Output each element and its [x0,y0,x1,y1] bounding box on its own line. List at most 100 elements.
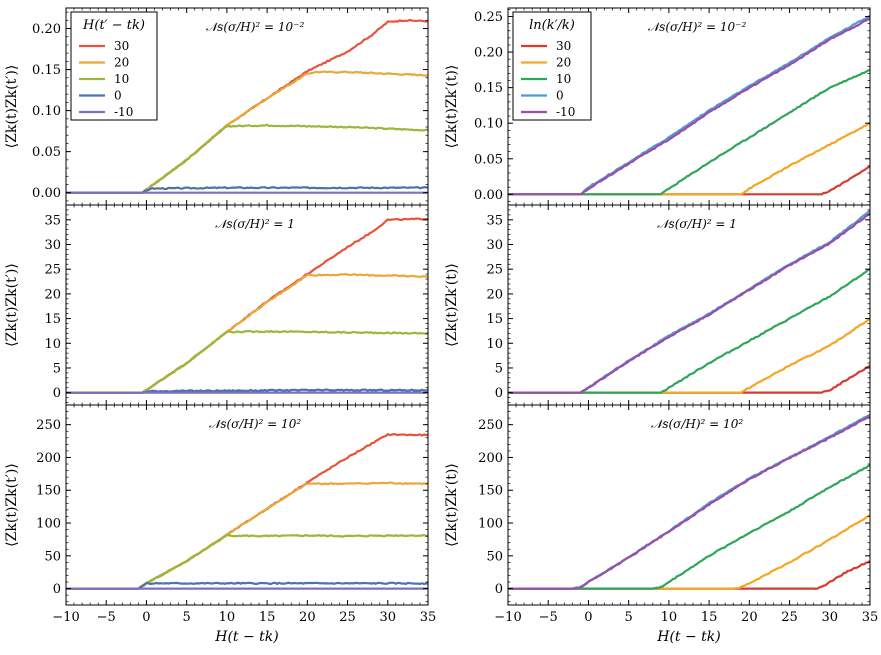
x-tick-label: 30 [822,610,839,625]
y-tick-label: 25 [486,263,503,278]
x-tick-label: 0 [142,610,150,625]
plot-frame [65,404,429,606]
panel-annotation: 𝒩s(σ/H)² = 10⁻² [206,20,305,34]
x-tick-label: −5 [539,610,558,625]
legend-label-10: 10 [556,72,571,86]
y-tick-label: 15 [44,312,61,327]
y-tick-label: 5 [53,361,61,376]
y-tick-label: 50 [44,549,61,564]
legend-label--10: -10 [556,105,575,119]
y-axis-label: ⟨Zk(t)Zk(t′)⟩ [4,65,20,149]
subplot-1-2: 0 50 100 150 200 250 −10 −5 0 5 10 15 20 25 30 35 H(t − … [444,404,879,645]
subplot-0-2: 0 50 100 150 200 250 −10 −5 0 5 10 15 20 25 30 35 H(t − … [4,404,436,645]
subplot-1-0: 0.00 0.05 0.10 0.15 0.20 0.25 ⟨Zk(t)Zk′(t)⟩ 𝒩s(… [444,7,871,206]
y-tick-label: 0 [495,386,503,401]
y-axis-label: ⟨Zk(t)Zk′(t)⟩ [444,65,460,149]
series-line-10 [508,268,870,394]
x-tick-label: 35 [862,610,879,625]
y-tick-label: 30 [44,238,61,253]
series-line--10 [508,212,870,394]
y-tick-label: 10 [486,337,503,352]
y-tick-label: 35 [486,213,503,228]
y-tick-label: 10 [44,337,61,352]
y-tick-label: 250 [36,418,61,433]
series-group [508,210,870,394]
x-tick-label: −10 [494,610,521,625]
series-line-20 [508,317,870,394]
y-tick-label: 20 [44,287,61,302]
series-line-10 [66,329,428,394]
panel-annotation: 𝒩s(σ/H)² = 10² [651,417,743,431]
panel-annotation: 𝒩s(σ/H)² = 10⁻² [648,20,747,34]
x-tick-label: 5 [625,610,633,625]
series-line-30 [508,364,870,394]
legend: ln(k′/k) 30 20 10 0 -10 [512,11,592,121]
y-tick-label: 150 [478,484,503,499]
legend-label-20: 20 [556,56,571,70]
y-axis-label: ⟨Zk(t)Zk′(t)⟩ [444,263,460,347]
y-tick-label: 0.20 [474,46,503,61]
series-line-20 [508,122,870,196]
y-tick-label: 0.15 [32,63,61,78]
y-tick-label: 0.00 [32,186,61,201]
subplot-0-1: 0 5 10 15 20 25 30 35 ⟨Zk(t)Zk(t′)⟩ 𝒩s(σ/H)² = 1 [4,204,429,406]
x-tick-label: 15 [259,610,276,625]
series-group [66,217,428,394]
legend-title: ln(k′/k) [529,18,575,33]
series-group [508,14,870,196]
y-tick-label: 20 [486,287,503,302]
y-tick-label: 100 [478,517,503,532]
series-line--10 [508,415,870,590]
y-tick-label: 0.10 [32,104,61,119]
x-tick-label: 10 [219,610,236,625]
legend-label-30: 30 [556,39,571,53]
y-tick-label: 0.10 [474,117,503,132]
x-tick-label: 0 [584,610,592,625]
y-tick-label: 30 [486,238,503,253]
x-tick-label: 5 [183,610,191,625]
panel-annotation: 𝒩s(σ/H)² = 1 [657,217,737,231]
y-tick-label: 50 [486,549,503,564]
x-tick-label: 25 [781,610,798,625]
y-axis-label: ⟨Zk(t)Zk′(t)⟩ [444,463,460,547]
y-tick-label: 5 [495,361,503,376]
y-axis-label: ⟨Zk(t)Zk(t′)⟩ [4,463,20,547]
legend-label-30: 30 [114,39,129,53]
series-line-10 [66,533,428,590]
series-group [508,413,870,590]
subplot-1-1: 0 5 10 15 20 25 30 35 ⟨Zk(t)Zk′(t)⟩ 𝒩s(σ/H)² = 1 [444,204,871,406]
legend-title: H(t′ − tk) [82,18,145,33]
series-line-30 [508,560,870,590]
y-tick-label: 0.00 [474,188,503,203]
y-tick-label: 15 [486,312,503,327]
y-tick-label: 200 [478,451,503,466]
series-line--10 [508,17,870,196]
legend-box [70,11,158,121]
x-tick-label: −10 [52,610,79,625]
x-tick-label: −5 [97,610,116,625]
y-tick-label: 0.20 [32,22,61,37]
y-tick-label: 250 [478,418,503,433]
y-tick-label: 0 [53,582,61,597]
y-tick-label: 0.25 [474,10,503,25]
legend-label-20: 20 [114,56,129,70]
x-tick-label: 20 [741,610,758,625]
panel-annotation: 𝒩s(σ/H)² = 1 [215,217,295,231]
y-tick-label: 0.05 [474,152,503,167]
y-tick-label: 200 [36,451,61,466]
series-line-10 [66,123,428,194]
x-tick-label: 10 [661,610,678,625]
series-line-0 [508,413,870,590]
legend-label--10: -10 [114,105,133,119]
y-tick-label: 0.05 [32,145,61,160]
series-group [66,433,428,590]
y-tick-label: 0 [53,386,61,401]
x-axis-label: H(t − tk) [214,629,279,645]
series-line-10 [508,464,870,590]
x-axis-label: H(t − tk) [656,629,721,645]
y-tick-label: 150 [36,484,61,499]
x-tick-label: 30 [380,610,397,625]
y-tick-label: 0 [495,582,503,597]
series-line-30 [66,217,428,394]
